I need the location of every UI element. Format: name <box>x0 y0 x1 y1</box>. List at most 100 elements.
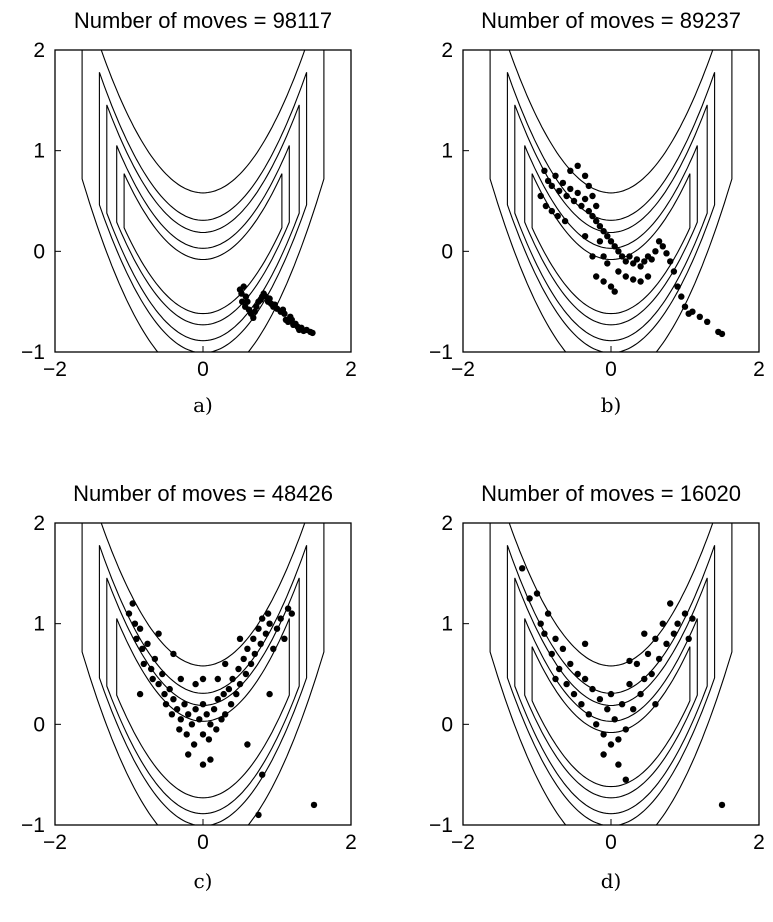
data-point <box>652 701 659 708</box>
data-point <box>581 233 589 240</box>
data-point <box>284 605 292 612</box>
data-point <box>170 650 177 658</box>
data-point <box>253 303 260 310</box>
data-point <box>257 640 264 647</box>
data-point <box>600 278 607 285</box>
data-point <box>255 625 262 632</box>
data-point <box>192 680 199 688</box>
data-point <box>554 212 561 220</box>
contour-line <box>81 523 325 825</box>
x-tick-label: 2 <box>753 358 765 381</box>
contour-line <box>81 50 325 352</box>
data-point <box>192 706 199 713</box>
panel-caption: c) <box>193 869 212 893</box>
data-point <box>593 202 600 210</box>
data-point <box>585 182 592 190</box>
data-point <box>251 308 258 315</box>
data-point <box>222 660 229 668</box>
data-point <box>559 179 567 187</box>
data-point <box>225 685 233 693</box>
y-tick-label: −1 <box>21 814 45 837</box>
data-point <box>548 182 555 190</box>
data-point <box>618 253 626 260</box>
data-point <box>615 761 622 768</box>
data-point <box>641 630 648 637</box>
data-point <box>185 711 192 718</box>
data-point <box>581 195 589 203</box>
panel-c: Number of moves = 48426 −2 0 2 −1 0 1 2 c) <box>21 481 357 893</box>
panel-caption: b) <box>601 393 622 417</box>
y-tick-label: −1 <box>429 814 453 837</box>
data-point <box>589 253 596 260</box>
y-tick-label: 1 <box>441 140 453 163</box>
data-point <box>544 610 552 617</box>
x-tick-label: 0 <box>197 358 209 381</box>
data-point <box>659 243 666 250</box>
data-point <box>652 635 659 642</box>
data-point <box>213 726 220 733</box>
data-point <box>615 268 622 275</box>
data-point <box>570 197 578 205</box>
data-point <box>214 675 221 683</box>
data-point <box>655 238 663 245</box>
data-point <box>552 635 559 642</box>
contour-line <box>506 72 716 352</box>
data-point <box>604 233 611 240</box>
x-tick-label: 2 <box>753 831 765 854</box>
y-tick-label: 1 <box>33 613 45 636</box>
y-tick-label: 2 <box>33 512 45 535</box>
data-point <box>537 620 544 627</box>
data-point <box>541 167 548 174</box>
data-point <box>581 675 589 683</box>
data-point <box>188 721 196 728</box>
x-tick-label: 0 <box>605 358 617 381</box>
data-point <box>541 630 548 637</box>
data-point <box>264 610 272 617</box>
data-point <box>177 716 184 723</box>
data-point <box>244 298 251 305</box>
data-point <box>626 680 633 688</box>
data-point <box>210 706 218 713</box>
data-point <box>199 701 207 708</box>
data-point <box>161 690 168 698</box>
x-tick-label: 2 <box>345 358 357 381</box>
data-point <box>600 751 607 758</box>
data-point <box>129 600 136 607</box>
data-point <box>604 706 611 713</box>
data-point <box>589 685 596 693</box>
y-tick-label: 1 <box>33 140 45 163</box>
data-point <box>218 716 225 723</box>
data-point <box>604 260 611 267</box>
data-point <box>222 711 229 718</box>
data-point <box>655 655 663 663</box>
data-point <box>637 278 644 285</box>
data-point <box>681 303 689 310</box>
x-tick-label: 0 <box>605 831 617 854</box>
data-point <box>151 655 159 663</box>
data-point <box>548 650 555 658</box>
data-point <box>585 711 592 718</box>
data-point <box>630 706 637 713</box>
data-point <box>585 207 592 215</box>
data-point <box>148 665 155 673</box>
y-tick-label: 1 <box>441 613 453 636</box>
data-point <box>718 801 726 809</box>
panel-b: Number of moves = 89237 −2 0 2 −1 0 1 2 b) <box>429 8 765 417</box>
data-point <box>596 238 604 245</box>
data-point <box>611 716 618 723</box>
data-point <box>689 308 696 315</box>
y-tick-label: 2 <box>33 39 45 62</box>
data-point <box>674 620 681 627</box>
data-point <box>166 685 173 693</box>
data-point <box>149 675 156 683</box>
data-point <box>281 635 288 642</box>
data-point <box>696 313 703 320</box>
data-point <box>633 256 641 263</box>
data-point <box>559 645 567 652</box>
data-point <box>139 645 146 652</box>
data-point <box>131 620 139 627</box>
data-point <box>641 675 648 683</box>
data-point <box>674 283 681 290</box>
data-point <box>548 207 555 215</box>
panel-title: Number of moves = 16020 <box>481 481 741 506</box>
